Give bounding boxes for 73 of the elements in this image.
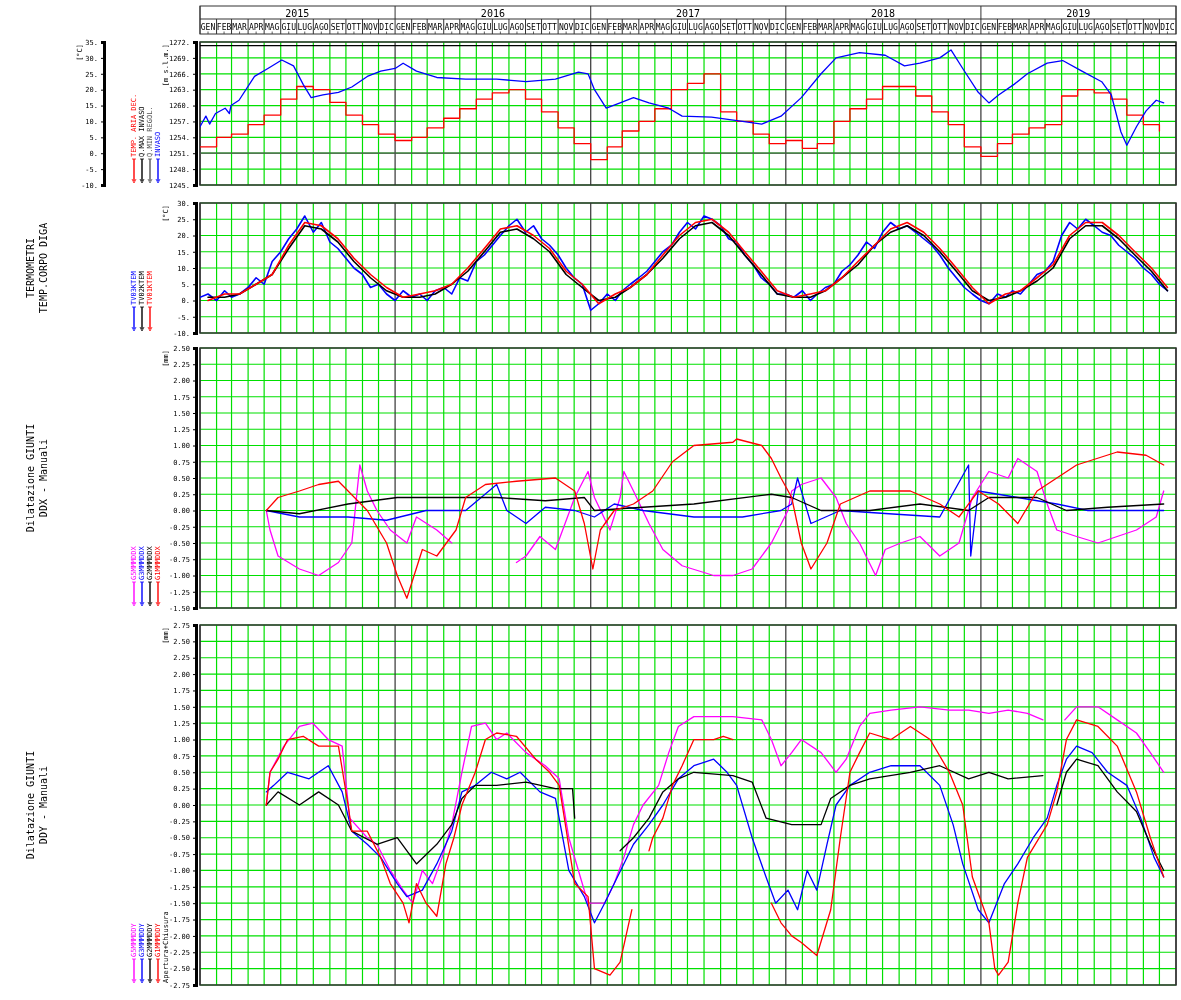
y-axis-title: Dilatazione GIUNTI DDX - Manuali [25,423,49,533]
x-tick-label: DIC [1160,23,1175,32]
x-tick-label: DIC [379,23,394,32]
x-tick-label: AGO [899,23,915,32]
x-tick-label: OTT [346,23,362,32]
x-tick-label: MAG [264,23,280,32]
line-series [200,49,1165,146]
line-series [265,493,1165,515]
x-tick-label: FEB [216,23,232,32]
y-axis-title: Dilatazione GIUNTI DDY - Manuali [25,750,49,860]
x-tick-label: MAR [232,23,247,32]
y-axis-title: TERMOMETRI TEMP.CORPO DIGA [25,222,49,314]
x-tick-label: GEN [786,23,802,32]
x-tick-label: LUG [493,23,508,32]
line-series [265,745,1165,924]
x-tick-label: FEB [411,23,427,32]
x-tick-label: NOV [949,23,964,32]
x-tick-label: LUG [883,23,898,32]
x-tick-label: MAR [818,23,833,32]
x-tick-label: OTT [1127,23,1143,32]
x-tick-label: FEB [802,23,818,32]
line-series [265,438,1165,599]
x-tick-label: AGO [509,23,525,32]
x-tick-label: SET [916,23,932,32]
x-tick-label: SET [721,23,737,32]
line-series [265,464,1165,557]
x2-tick-label: 2016 [480,7,505,19]
x-tick-label: DIC [770,23,785,32]
x-tick-label: LUG [1078,23,1094,32]
x-tick-label: SET [330,23,346,32]
x2-tick-label: 2017 [675,7,701,19]
x-tick-label: APR [639,23,655,32]
x-tick-label: APR [1029,23,1045,32]
x-tick-label: NOV [558,23,574,32]
x-tick-label: MAG [655,23,671,32]
x-tick-label: MAR [1013,23,1028,32]
x-tick-label: AGO [1095,23,1110,32]
x-tick-label: GEN [200,23,216,32]
x-tick-label: MAR [427,23,443,32]
x-tick-label: LUG [297,23,313,32]
x-tick-label: AGO [704,23,720,32]
x-tick-label: GIU [672,23,687,32]
x-tick-label: MAG [850,23,866,32]
x-tick-label: SET [526,23,541,32]
x-tick-label: FEB [607,23,623,32]
x-tick-label: MAG [1045,23,1061,32]
x-tick-label: SET [1111,23,1127,32]
x-tick-label: DIC [965,23,980,32]
x-tick-label: GIU [1062,23,1078,32]
x2-tick-label: 2019 [1066,7,1091,19]
x-tick-label: OTT [932,23,948,32]
x-tick-label: FEB [997,23,1013,32]
x-tick-label: AGO [314,23,329,32]
x-tick-label: GEN [981,23,997,32]
x-tick-label: NOV [1144,23,1159,32]
x-tick-label: OTT [737,23,753,32]
x-tick-label: OTT [542,23,557,32]
x2-tick-label: 2015 [285,7,310,19]
x-tick-label: DIC [574,23,590,32]
x-tick-label: GEN [591,23,607,32]
x-tick-label: APR [834,23,850,32]
x2-tick-label: 2018 [871,7,896,19]
x-tick-label: MAG [460,23,476,32]
x-tick-label: GEN [395,23,411,32]
x-tick-label: NOV [754,23,769,32]
x-tick-label: GIU [867,23,882,32]
x-tick-label: MAR [623,23,638,32]
x-tick-label: APR [248,23,264,32]
x-tick-label: NOV [363,23,378,32]
x-tick-label: GIU [281,23,297,32]
x-tick-label: LUG [688,23,703,32]
x-tick-label: APR [444,23,460,32]
x-tick-label: GIU [477,23,492,32]
